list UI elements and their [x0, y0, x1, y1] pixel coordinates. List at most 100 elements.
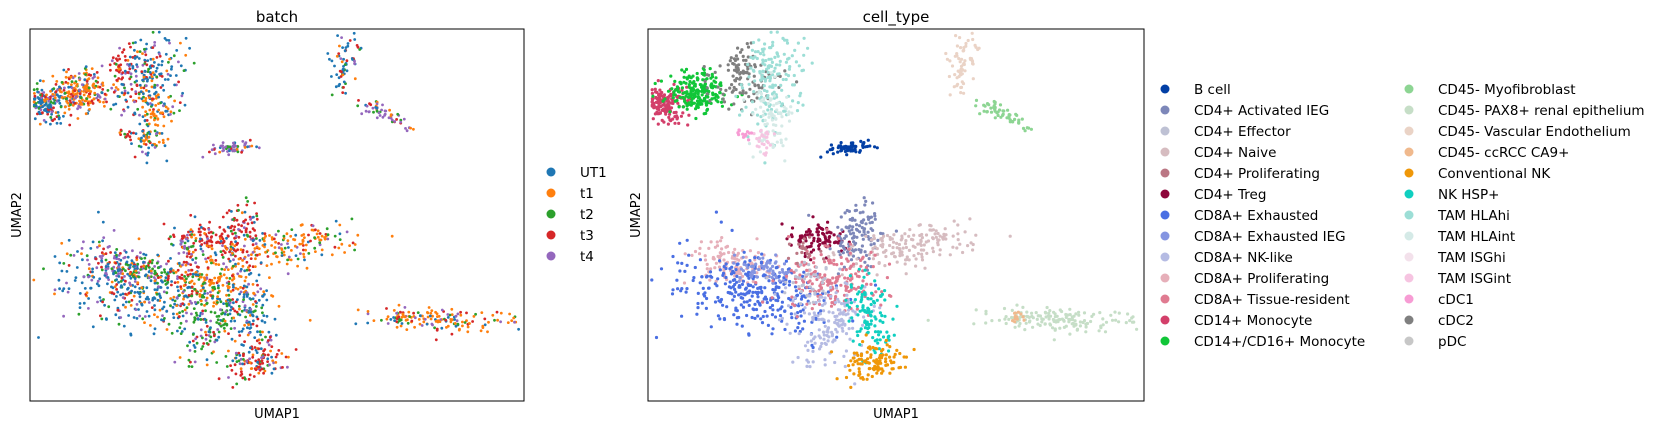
cell-type-legend-label-tam-hlahi: TAM HLAhi: [1437, 208, 1510, 224]
cell-type-legend-label-cdc2: cDC2: [1438, 313, 1474, 329]
cell-type-legend-label-cd14-monocyte: CD14+ Monocyte: [1194, 313, 1312, 329]
cell-type-legend-item-nk-hsp: NK HSP+: [1404, 187, 1499, 203]
batch-legend: UT1 t1 t2 t3 t4: [546, 165, 607, 265]
cell-type-legend-item-cd8a-tissue-resident: CD8A+ Tissue-resident: [1160, 292, 1350, 308]
batch-legend-label-t4: t4: [580, 249, 594, 265]
cell-type-x-axis-label: UMAP1: [873, 407, 919, 422]
cell-type-legend-item-cdc1: cDC1: [1404, 292, 1474, 308]
cell-type-legend-marker-cd8a-proliferating: [1160, 273, 1170, 283]
cell-type-legend-item-cd45-myofibroblast: CD45- Myofibroblast: [1404, 82, 1576, 98]
batch-legend-item-t4: t4: [546, 249, 594, 265]
cell-type-legend-item-conventional-nk: Conventional NK: [1404, 166, 1551, 182]
cell-type-legend-item-cd14-monocyte: CD14+ Monocyte: [1160, 313, 1312, 329]
cell-type-legend-label-cd45-vascular-endothelium: CD45- Vascular Endothelium: [1438, 124, 1631, 140]
cell-type-legend-marker-tam-hlaint: [1404, 231, 1414, 241]
cell-type-y-axis-label: UMAP2: [629, 192, 644, 238]
cell-type-legend-marker-b-cell: [1160, 84, 1170, 94]
cell-type-legend-label-cd8a-exhausted: CD8A+ Exhausted: [1194, 208, 1318, 224]
cell-type-legend-marker-cd4-effector: [1160, 126, 1170, 136]
cell-type-legend-item-cd45-vascular-endothelium: CD45- Vascular Endothelium: [1404, 124, 1631, 140]
cell-type-legend-item-cd4-naive: CD4+ Naive: [1160, 145, 1276, 161]
cell-type-legend-marker-conventional-nk: [1404, 168, 1414, 178]
cell-type-panel: cell_type UMAP1 UMAP2 B cell CD4+ Activat…: [629, 8, 1645, 422]
batch-legend-label-t2: t2: [580, 207, 594, 223]
cell-type-legend-item-cd14-cd16-monocyte: CD14+/CD16+ Monocyte: [1160, 334, 1365, 350]
cell-type-legend: B cell CD4+ Activated IEG CD4+ Effector CD4…: [1160, 82, 1645, 350]
batch-legend-marker-t1: [546, 188, 556, 198]
cell-type-legend-label-cd4-proliferating: CD4+ Proliferating: [1194, 166, 1320, 182]
batch-legend-label-t1: t1: [580, 186, 594, 202]
batch-x-axis-label: UMAP1: [254, 407, 300, 422]
cell-type-legend-label-cd4-treg: CD4+ Treg: [1194, 187, 1266, 203]
cell-type-legend-item-tam-hlaint: TAM HLAint: [1404, 229, 1515, 245]
cell-type-legend-marker-tam-isghi: [1404, 252, 1414, 262]
cell-type-legend-marker-cd45-pax8-renal-epithelium: [1404, 105, 1414, 115]
batch-legend-marker-t3: [546, 230, 556, 240]
cell-type-legend-label-tam-isgint: TAM ISGint: [1437, 271, 1511, 287]
cell-type-legend-item-cd8a-nk-like: CD8A+ NK-like: [1160, 250, 1293, 266]
cell-type-legend-item-cd45-pax8-renal-epithelium: CD45- PAX8+ renal epithelium: [1404, 103, 1645, 119]
cell-type-legend-label-cd8a-exhausted-ieg: CD8A+ Exhausted IEG: [1194, 229, 1346, 245]
batch-y-axis-label: UMAP2: [10, 192, 25, 238]
batch-legend-item-t3: t3: [546, 228, 594, 244]
cell-type-legend-marker-cd14-monocyte: [1160, 315, 1170, 325]
batch-legend-marker-t2: [546, 209, 556, 219]
cell-type-legend-label-cd45-pax8-renal-epithelium: CD45- PAX8+ renal epithelium: [1438, 103, 1645, 119]
cell-type-legend-item-cd4-treg: CD4+ Treg: [1160, 187, 1266, 203]
cell-type-legend-item-tam-isghi: TAM ISGhi: [1404, 250, 1506, 266]
cell-type-legend-item-b-cell: B cell: [1160, 82, 1231, 98]
batch-legend-item-ut1: UT1: [546, 165, 607, 181]
cell-type-legend-marker-cd45-ccrcc-ca9: [1404, 147, 1414, 157]
cell-type-legend-marker-cd4-activated-ieg: [1160, 105, 1170, 115]
cell-type-legend-marker-tam-isgint: [1404, 273, 1414, 283]
cell-type-legend-item-cd4-proliferating: CD4+ Proliferating: [1160, 166, 1320, 182]
cell-type-legend-marker-cd8a-exhausted-ieg: [1160, 231, 1170, 241]
cell-type-legend-label-cdc1: cDC1: [1438, 292, 1474, 308]
cell-type-legend-label-conventional-nk: Conventional NK: [1438, 166, 1551, 182]
cell-type-legend-item-cd8a-exhausted: CD8A+ Exhausted: [1160, 208, 1318, 224]
cell-type-title: cell_type: [863, 8, 930, 27]
cell-type-legend-marker-cd45-vascular-endothelium: [1404, 126, 1414, 136]
cell-type-scatter-points: [650, 30, 1139, 389]
batch-legend-label-t3: t3: [580, 228, 594, 244]
cell-type-legend-item-cd8a-proliferating: CD8A+ Proliferating: [1160, 271, 1329, 287]
cell-type-legend-label-cd8a-tissue-resident: CD8A+ Tissue-resident: [1194, 292, 1350, 308]
cell-type-legend-marker-nk-hsp: [1404, 189, 1414, 199]
cell-type-legend-label-cd4-activated-ieg: CD4+ Activated IEG: [1194, 103, 1329, 119]
cell-type-legend-marker-pdc: [1404, 336, 1414, 346]
cell-type-legend-item-cdc2: cDC2: [1404, 313, 1474, 329]
cell-type-legend-label-cd45-myofibroblast: CD45- Myofibroblast: [1438, 82, 1576, 98]
cell-type-legend-item-cd4-effector: CD4+ Effector: [1160, 124, 1291, 140]
cell-type-legend-item-cd45-ccrcc-ca9: CD45- ccRCC CA9+: [1404, 145, 1569, 161]
batch-title: batch: [256, 8, 298, 26]
cell-type-legend-marker-cdc2: [1404, 315, 1414, 325]
cell-type-legend-label-cd4-naive: CD4+ Naive: [1194, 145, 1276, 161]
cell-type-legend-marker-tam-hlahi: [1404, 210, 1414, 220]
cell-type-legend-label-tam-hlaint: TAM HLAint: [1437, 229, 1515, 245]
batch-panel: batch UMAP1 UMAP2 UT1 t1 t2 t3 t4: [10, 8, 607, 422]
cell-type-legend-item-tam-isgint: TAM ISGint: [1404, 271, 1511, 287]
cell-type-legend-label-cd14-cd16-monocyte: CD14+/CD16+ Monocyte: [1194, 334, 1365, 350]
batch-legend-item-t2: t2: [546, 207, 594, 223]
batch-legend-marker-t4: [546, 251, 556, 261]
cell-type-legend-marker-cd8a-tissue-resident: [1160, 294, 1170, 304]
cell-type-legend-label-b-cell: B cell: [1194, 82, 1231, 98]
batch-legend-marker-ut1: [546, 167, 556, 177]
cell-type-legend-marker-cdc1: [1404, 294, 1414, 304]
cell-type-legend-label-cd8a-proliferating: CD8A+ Proliferating: [1194, 271, 1329, 287]
cell-type-legend-marker-cd14-cd16-monocyte: [1160, 336, 1170, 346]
cell-type-legend-label-cd4-effector: CD4+ Effector: [1194, 124, 1291, 140]
batch-legend-item-t1: t1: [546, 186, 594, 202]
cell-type-legend-item-cd8a-exhausted-ieg: CD8A+ Exhausted IEG: [1160, 229, 1346, 245]
batch-legend-label-ut1: UT1: [580, 165, 607, 181]
cell-type-legend-marker-cd8a-nk-like: [1160, 252, 1170, 262]
cell-type-legend-marker-cd45-myofibroblast: [1404, 84, 1414, 94]
cell-type-legend-label-cd45-ccrcc-ca9: CD45- ccRCC CA9+: [1438, 145, 1569, 161]
cell-type-legend-item-tam-hlahi: TAM HLAhi: [1404, 208, 1510, 224]
cell-type-plot-frame: [647, 28, 1145, 402]
batch-plot-frame: [29, 28, 525, 402]
cell-type-legend-label-nk-hsp: NK HSP+: [1438, 187, 1499, 203]
cell-type-legend-label-cd8a-nk-like: CD8A+ NK-like: [1194, 250, 1293, 266]
cell-type-legend-item-cd4-activated-ieg: CD4+ Activated IEG: [1160, 103, 1329, 119]
